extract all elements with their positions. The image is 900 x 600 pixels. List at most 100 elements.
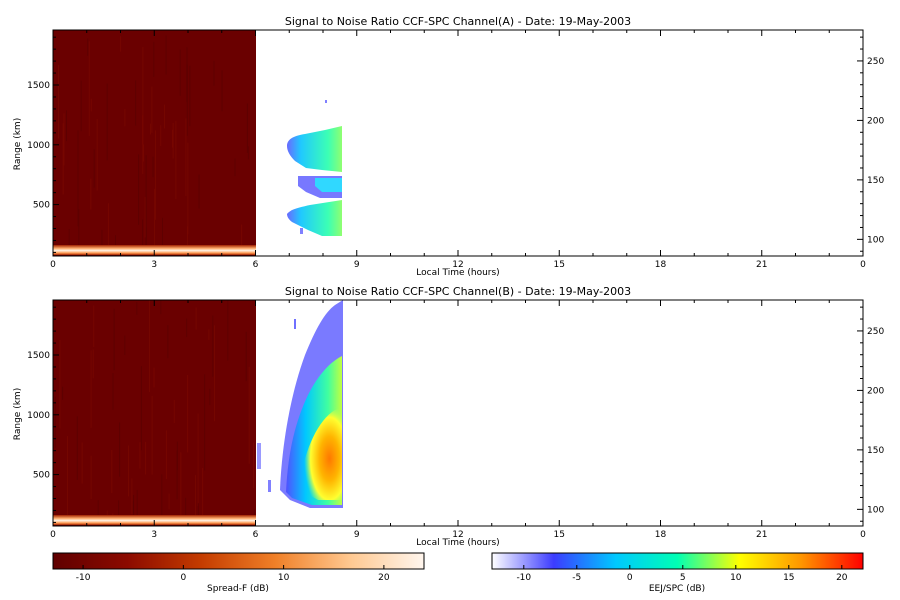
spread-f-streak	[162, 217, 164, 256]
spread-f-streak	[90, 98, 92, 112]
spread-f-streak	[62, 123, 64, 195]
y-tick-label: 500	[33, 471, 50, 481]
spread-f-streak	[195, 307, 197, 330]
spread-f-streak	[173, 399, 175, 424]
spread-f-streak	[153, 367, 155, 388]
spread-f-streak	[67, 436, 69, 517]
spread-f-streak	[59, 339, 61, 429]
right-y-tick-label: 250	[867, 57, 884, 67]
x-tick-label: 0	[50, 260, 56, 270]
axis-ticks: 0 3 6 9 12 15 18 21 0 500 1000 1500 100 150 200 250	[27, 30, 884, 270]
panel-channel-b: Signal to Noise Ratio CCF-SPC Channel(B)…	[13, 285, 884, 548]
right-y-tick-label: 150	[867, 446, 884, 456]
spread-f-streak	[161, 474, 163, 526]
spread-f-streak	[136, 301, 138, 315]
spread-f-streak	[81, 442, 83, 484]
colorbar-tick-label: 0	[180, 573, 186, 583]
spread-f-streak	[135, 80, 137, 126]
spread-f-streak	[167, 325, 169, 359]
colorbar-tick-label: 0	[627, 573, 633, 583]
x-tick-label: 3	[151, 260, 157, 270]
spread-f-streak	[142, 144, 144, 162]
spread-f-streak	[213, 325, 215, 422]
spread-f-streak	[160, 125, 162, 147]
spread-f-streak	[187, 374, 189, 453]
colorbar-tick-label: 20	[836, 573, 848, 583]
x-tick-label: 15	[554, 260, 565, 270]
spread-f-streak	[176, 450, 178, 500]
right-y-tick-label: 150	[867, 176, 884, 186]
eej-echo-region	[257, 300, 343, 508]
chart-title: Signal to Noise Ratio CCF-SPC Channel(A)…	[285, 15, 631, 28]
spread-f-streak	[194, 475, 196, 526]
spread-f-streak	[213, 60, 215, 86]
x-tick-label: 6	[253, 530, 259, 540]
colorbar-gradient	[52, 552, 425, 570]
y-tick-label: 1000	[27, 141, 50, 151]
spread-f-streak	[172, 122, 174, 159]
spread-f-streak	[68, 229, 70, 247]
spread-f-streak	[111, 449, 113, 494]
spread-f-streak	[120, 36, 122, 52]
spread-f-streak	[152, 156, 154, 178]
spread-f-streak	[118, 500, 120, 526]
x-tick-label: 12	[452, 530, 463, 540]
spread-f-streaks	[57, 35, 249, 256]
spread-f-streak	[113, 308, 115, 371]
spread-f-streak	[153, 41, 155, 77]
spread-f-streak	[197, 503, 199, 526]
spread-f-streak	[165, 430, 167, 480]
spread-f-streak	[66, 110, 68, 142]
spread-f-streak	[248, 366, 250, 464]
spread-f-streak	[151, 395, 153, 475]
colorbar-spread-f: Spread-F (dB) -10 0 10 20	[52, 552, 425, 594]
colorbar-tick-label: 20	[378, 573, 390, 583]
right-y-tick-label: 250	[867, 327, 884, 337]
spread-f-streak	[171, 129, 173, 148]
spread-f-streak	[88, 41, 90, 136]
spread-f-streak	[132, 500, 134, 513]
spread-f-streak	[198, 174, 200, 209]
eej-echo-mid-core	[315, 178, 342, 192]
spread-f-streak	[107, 203, 109, 256]
spread-f-streak	[234, 158, 236, 177]
spread-f-streak	[187, 226, 189, 256]
eej-echo-hot-core	[300, 408, 342, 500]
spread-f-streak	[124, 109, 126, 127]
spread-f-streak	[154, 188, 156, 256]
spread-f-streak	[92, 349, 94, 379]
colorbar-tick-label: 5	[680, 573, 686, 583]
colorbar-tick-label: -10	[76, 573, 91, 583]
spread-f-streak	[87, 38, 89, 56]
x-axis-label: Local Time (hours)	[416, 538, 499, 548]
colorbar-tick-label: 15	[783, 573, 794, 583]
spread-f-streak	[101, 229, 103, 256]
spread-f-streak	[197, 413, 199, 507]
spread-f-streak	[241, 224, 243, 256]
right-y-tick-label: 200	[867, 116, 884, 126]
spread-f-streak	[247, 146, 249, 160]
spread-f-streak	[138, 154, 140, 225]
x-tick-label: 9	[354, 530, 360, 540]
colorbar-tick-label: 10	[730, 573, 742, 583]
spread-f-streak	[76, 416, 78, 480]
spread-f-streak	[57, 64, 59, 139]
panel-channel-a: Signal to Noise Ratio CCF-SPC Channel(A)…	[13, 15, 884, 278]
spread-f-streak	[97, 500, 99, 526]
eej-echo-fringe	[300, 228, 303, 234]
spread-f-streak	[227, 300, 229, 361]
x-tick-label: 12	[452, 260, 463, 270]
eej-echo-fringe	[325, 100, 327, 103]
colorbar-tick-label: -5	[572, 573, 581, 583]
spread-f-streak	[142, 47, 144, 145]
spread-f-streak	[160, 300, 162, 315]
spread-f-streak	[144, 196, 146, 238]
spread-f-streak	[186, 64, 188, 136]
eej-echo-lower-layer	[287, 200, 342, 236]
spread-f-streak	[90, 455, 92, 500]
spread-f-streak	[154, 130, 156, 220]
spread-f-streak	[93, 149, 95, 188]
spread-f-streak	[186, 318, 188, 338]
spread-f-streak	[187, 142, 189, 235]
spread-f-streak	[77, 130, 79, 227]
